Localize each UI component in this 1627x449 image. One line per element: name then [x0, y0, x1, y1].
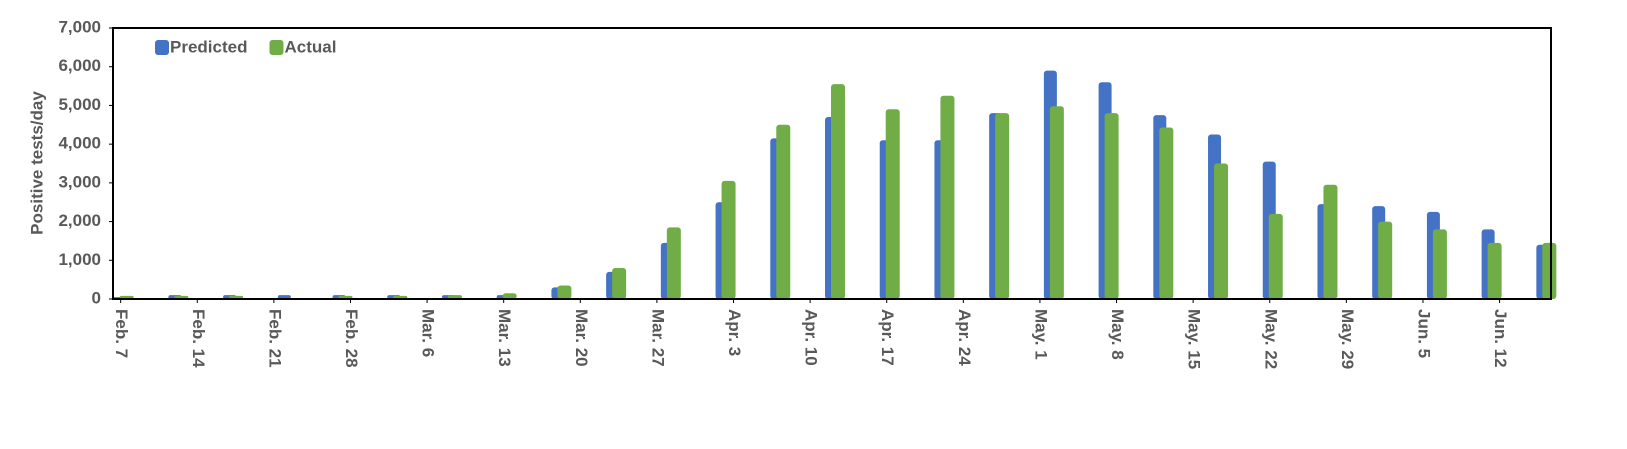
y-tick-label: 0 — [92, 288, 101, 307]
bar — [1487, 242, 1502, 299]
x-tick-label: Apr. 24 — [955, 309, 974, 366]
bar — [776, 124, 791, 300]
bar — [1268, 213, 1283, 299]
bar — [666, 227, 681, 299]
x-tick-label: May. 29 — [1338, 309, 1357, 369]
bar — [1432, 229, 1447, 299]
bar — [1104, 113, 1119, 300]
bar — [502, 293, 517, 299]
legend-label: Actual — [284, 37, 336, 56]
x-tick-label: Mar. 13 — [495, 309, 514, 367]
x-tick-label: Feb. 28 — [342, 309, 361, 368]
y-tick-label: 2,000 — [58, 211, 101, 230]
x-tick-label: May. 1 — [1031, 309, 1050, 360]
x-tick-label: Apr. 3 — [725, 309, 744, 356]
x-tick-label: Jun. 5 — [1414, 309, 1433, 358]
bar — [612, 268, 627, 299]
y-tick-label: 4,000 — [58, 134, 101, 153]
y-tick-label: 3,000 — [58, 172, 101, 191]
plot-frame — [112, 27, 1552, 300]
bar — [1214, 163, 1229, 299]
x-tick-label: May. 8 — [1108, 309, 1127, 360]
y-tick-label: 5,000 — [58, 95, 101, 114]
legend-swatch — [155, 40, 169, 55]
bar — [1542, 242, 1557, 299]
y-tick-label: 6,000 — [58, 56, 101, 75]
bar — [940, 95, 955, 299]
y-tick-label: 1,000 — [58, 250, 101, 269]
x-tick-label: Apr. 10 — [802, 309, 821, 366]
y-axis-label: Positive tests/day — [27, 91, 46, 235]
bar — [721, 180, 736, 299]
bar — [831, 84, 845, 299]
x-tick-label: Jun. 12 — [1491, 309, 1510, 368]
x-tick-label: Feb. 21 — [265, 309, 284, 368]
x-tick-label: Feb. 14 — [189, 309, 208, 368]
x-tick-label: May. 22 — [1261, 309, 1280, 369]
bar — [1323, 184, 1338, 299]
legend-swatch — [269, 40, 284, 55]
x-tick-label: Feb. 7 — [112, 309, 131, 358]
bar — [557, 285, 572, 299]
x-tick-label: May. 15 — [1185, 309, 1204, 369]
bar — [1049, 106, 1064, 300]
bar — [885, 109, 900, 299]
x-tick-label: Mar. 20 — [572, 309, 591, 367]
x-tick-label: Mar. 27 — [648, 309, 667, 367]
bar — [1159, 127, 1174, 299]
legend-label: Predicted — [170, 37, 247, 56]
bar — [995, 113, 1010, 300]
x-tick-label: Mar. 6 — [419, 309, 438, 357]
y-tick-label: 7,000 — [58, 17, 101, 36]
bar — [1378, 221, 1393, 299]
x-tick-label: Apr. 17 — [878, 309, 897, 366]
